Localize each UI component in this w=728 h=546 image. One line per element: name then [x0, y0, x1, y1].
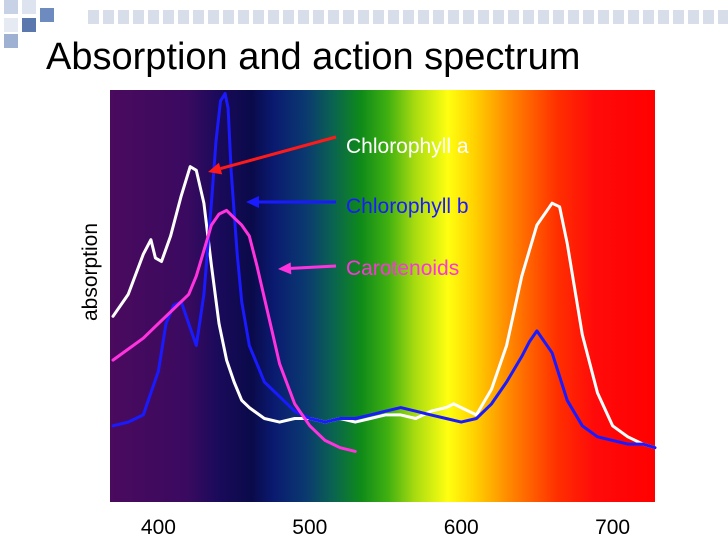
slide-title: Absorption and action spectrum: [46, 36, 581, 78]
annotation-arrow-carotenoids: [278, 262, 337, 275]
series-layer: [111, 92, 657, 453]
deco-square-2: [22, 0, 36, 14]
annotation-arrow-chlorophyll-a: [208, 135, 337, 175]
decorative-header-bar: [88, 10, 728, 24]
deco-square-6: [4, 34, 18, 48]
arrow-head: [208, 162, 223, 175]
x-tick-label-600: 600: [444, 516, 479, 539]
arrow-shaft: [290, 264, 337, 270]
deco-square-4: [4, 18, 18, 32]
x-tick-label-500: 500: [292, 516, 327, 539]
arrow-head: [278, 262, 292, 275]
annotation-label-chlorophyll-a: Chlorophyll a: [346, 135, 469, 158]
series-line-chlorophyll-a: [111, 165, 657, 450]
x-tick-label-700: 700: [595, 516, 630, 539]
y-axis-label: absorption: [79, 223, 102, 321]
deco-square-3: [40, 8, 54, 22]
x-tick-label-400: 400: [141, 516, 176, 539]
annotation-arrow-chlorophyll-b: [246, 196, 336, 208]
deco-square-5: [22, 18, 36, 32]
annotation-layer: Chlorophyll a Chlorophyll b Carotenoids: [208, 135, 469, 280]
arrow-head: [246, 196, 259, 208]
series-line-chlorophyll-b: [111, 92, 657, 450]
arrow-shaft: [220, 135, 337, 171]
deco-square-1: [4, 0, 18, 14]
series-line-carotenoids: [111, 208, 357, 453]
spectrum-background: [110, 90, 655, 502]
annotation-label-chlorophyll-b: Chlorophyll b: [346, 195, 469, 218]
decorative-squares: [4, 0, 54, 48]
x-axis-ticks: 400 500 600 700: [141, 516, 630, 539]
annotation-label-carotenoids: Carotenoids: [346, 257, 459, 280]
